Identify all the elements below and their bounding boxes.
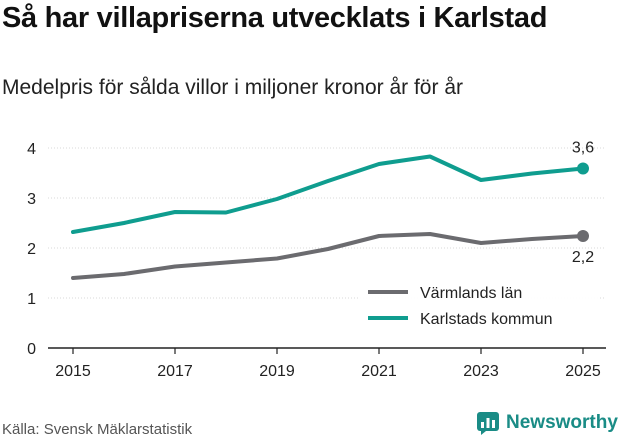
- y-tick-label: 0: [27, 341, 36, 358]
- chart-title: Så har villapriserna utvecklats i Karlst…: [2, 2, 548, 34]
- end-value-label: 3,6: [572, 140, 594, 157]
- series-end-point-1: [577, 162, 589, 175]
- x-tick-label: 2025: [565, 363, 601, 380]
- y-tick-label: 1: [27, 291, 36, 308]
- x-tick-label: 2017: [157, 363, 193, 380]
- axis-layer: 0 1 2 3 4 2015 2017 2019 2021 2023 2025: [27, 141, 606, 380]
- legend-label: Värmlands län: [420, 285, 522, 302]
- x-tick-label: 2015: [55, 363, 91, 380]
- newsworthy-logo-icon: [477, 412, 499, 435]
- legend: Värmlands län Karlstads kommun: [360, 278, 600, 336]
- chart-subtitle: Medelpris för sålda villor i miljoner kr…: [2, 76, 463, 99]
- y-tick-label: 3: [27, 191, 36, 208]
- legend-label: Karlstads kommun: [420, 311, 553, 328]
- x-tick-label: 2023: [463, 363, 499, 380]
- series-line-1: [71, 154, 585, 234]
- legend-background: [360, 278, 600, 336]
- brand-name: Newsworthy: [506, 412, 618, 433]
- y-tick-label: 4: [27, 141, 36, 158]
- series-layer: [71, 154, 589, 280]
- x-tick-label: 2019: [259, 363, 295, 380]
- x-tick-label: 2021: [361, 363, 397, 380]
- y-tick-label: 2: [27, 241, 36, 258]
- end-value-label: 2,2: [572, 249, 594, 266]
- series-end-point-0: [577, 230, 589, 242]
- brand: Newsworthy: [476, 409, 618, 437]
- label-layer: 2,2 3,6: [572, 140, 594, 267]
- source-note: Källa: Svensk Mäklarstatistik: [2, 421, 193, 438]
- series-line-0: [71, 232, 585, 280]
- line-chart: 0 1 2 3 4 2015 2017 2019 2021 2023 2025 2,2 3,6 Vär…: [27, 140, 606, 380]
